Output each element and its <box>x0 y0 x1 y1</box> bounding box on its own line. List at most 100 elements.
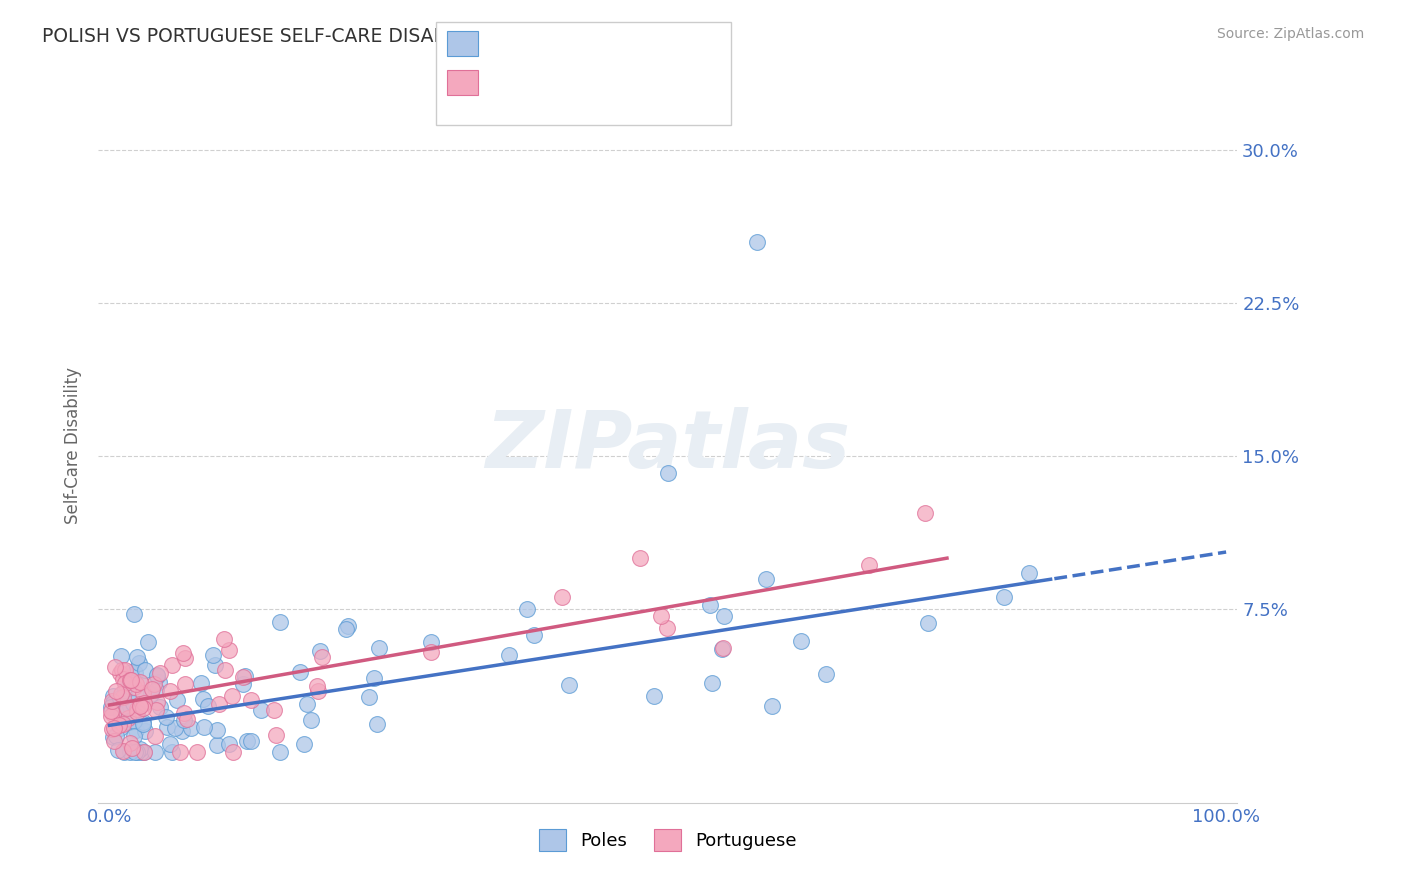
Point <box>134 663 156 677</box>
Point <box>110 707 132 722</box>
Point <box>650 608 672 623</box>
Point <box>112 672 135 686</box>
Point <box>914 506 936 520</box>
Point <box>359 690 381 705</box>
Point <box>917 615 939 630</box>
Point <box>233 669 256 683</box>
Point <box>239 692 262 706</box>
Point <box>101 730 124 744</box>
Point <box>205 723 228 737</box>
Point <box>125 650 148 665</box>
Point <box>129 699 152 714</box>
Point <box>1018 566 1040 581</box>
Point <box>101 689 124 703</box>
Point <box>125 677 148 691</box>
Text: 0.574: 0.574 <box>534 67 586 85</box>
Text: N =: N = <box>595 67 634 85</box>
Point <box>643 690 665 704</box>
Point <box>557 678 579 692</box>
Point <box>108 666 131 681</box>
Text: R =: R = <box>489 67 529 85</box>
Point <box>156 721 179 735</box>
Point <box>297 698 319 712</box>
Text: R =: R = <box>489 29 529 47</box>
Point <box>145 702 167 716</box>
Point <box>122 607 145 621</box>
Point <box>104 729 127 743</box>
Point <box>114 682 136 697</box>
Point <box>132 700 155 714</box>
Point <box>180 721 202 735</box>
Point <box>122 680 145 694</box>
Point <box>176 712 198 726</box>
Point <box>146 668 169 682</box>
Point <box>125 745 148 759</box>
Point <box>114 663 136 677</box>
Text: Source: ZipAtlas.com: Source: ZipAtlas.com <box>1216 27 1364 41</box>
Point <box>101 696 124 710</box>
Point <box>122 714 145 728</box>
Point <box>121 741 143 756</box>
Point <box>657 466 679 480</box>
Point <box>628 551 651 566</box>
Point <box>100 699 122 714</box>
Point <box>814 666 837 681</box>
Point <box>100 722 122 736</box>
Point <box>128 656 150 670</box>
Point <box>420 645 443 659</box>
Point <box>250 702 273 716</box>
Point <box>118 675 141 690</box>
Point <box>166 693 188 707</box>
Point <box>516 602 538 616</box>
Point <box>134 723 156 738</box>
Point <box>713 609 735 624</box>
Point <box>120 736 142 750</box>
Point <box>120 699 142 714</box>
Point <box>111 717 134 731</box>
Point <box>657 621 679 635</box>
Point <box>307 684 329 698</box>
Point <box>110 687 132 701</box>
Point <box>204 658 226 673</box>
Point <box>174 650 197 665</box>
Point <box>790 633 813 648</box>
Point <box>143 745 166 759</box>
Point <box>159 684 181 698</box>
Point <box>193 720 215 734</box>
Point <box>101 707 124 722</box>
Point <box>269 745 291 759</box>
Point <box>124 745 146 759</box>
Point <box>269 615 291 629</box>
Point <box>108 717 131 731</box>
Point <box>190 676 212 690</box>
Text: 101: 101 <box>640 29 673 47</box>
Point <box>127 689 149 703</box>
Point <box>115 714 138 729</box>
Point <box>160 745 183 759</box>
Text: 72: 72 <box>640 67 662 85</box>
Point <box>100 709 122 723</box>
Point <box>551 590 574 604</box>
Point <box>172 646 194 660</box>
Point <box>125 723 148 738</box>
Point <box>163 722 186 736</box>
Point <box>117 711 139 725</box>
Point <box>218 643 240 657</box>
Point <box>193 691 215 706</box>
Point <box>498 648 520 663</box>
Point <box>236 734 259 748</box>
Point <box>142 677 165 691</box>
Point <box>125 702 148 716</box>
Point <box>337 618 360 632</box>
Point <box>173 706 195 721</box>
Point <box>127 705 149 719</box>
Point <box>134 745 156 759</box>
Point <box>700 676 723 690</box>
Point <box>143 730 166 744</box>
Point <box>100 704 122 718</box>
Point <box>155 710 177 724</box>
Point <box>222 745 245 759</box>
Point <box>104 660 127 674</box>
Point <box>134 745 156 759</box>
Point <box>368 640 391 655</box>
